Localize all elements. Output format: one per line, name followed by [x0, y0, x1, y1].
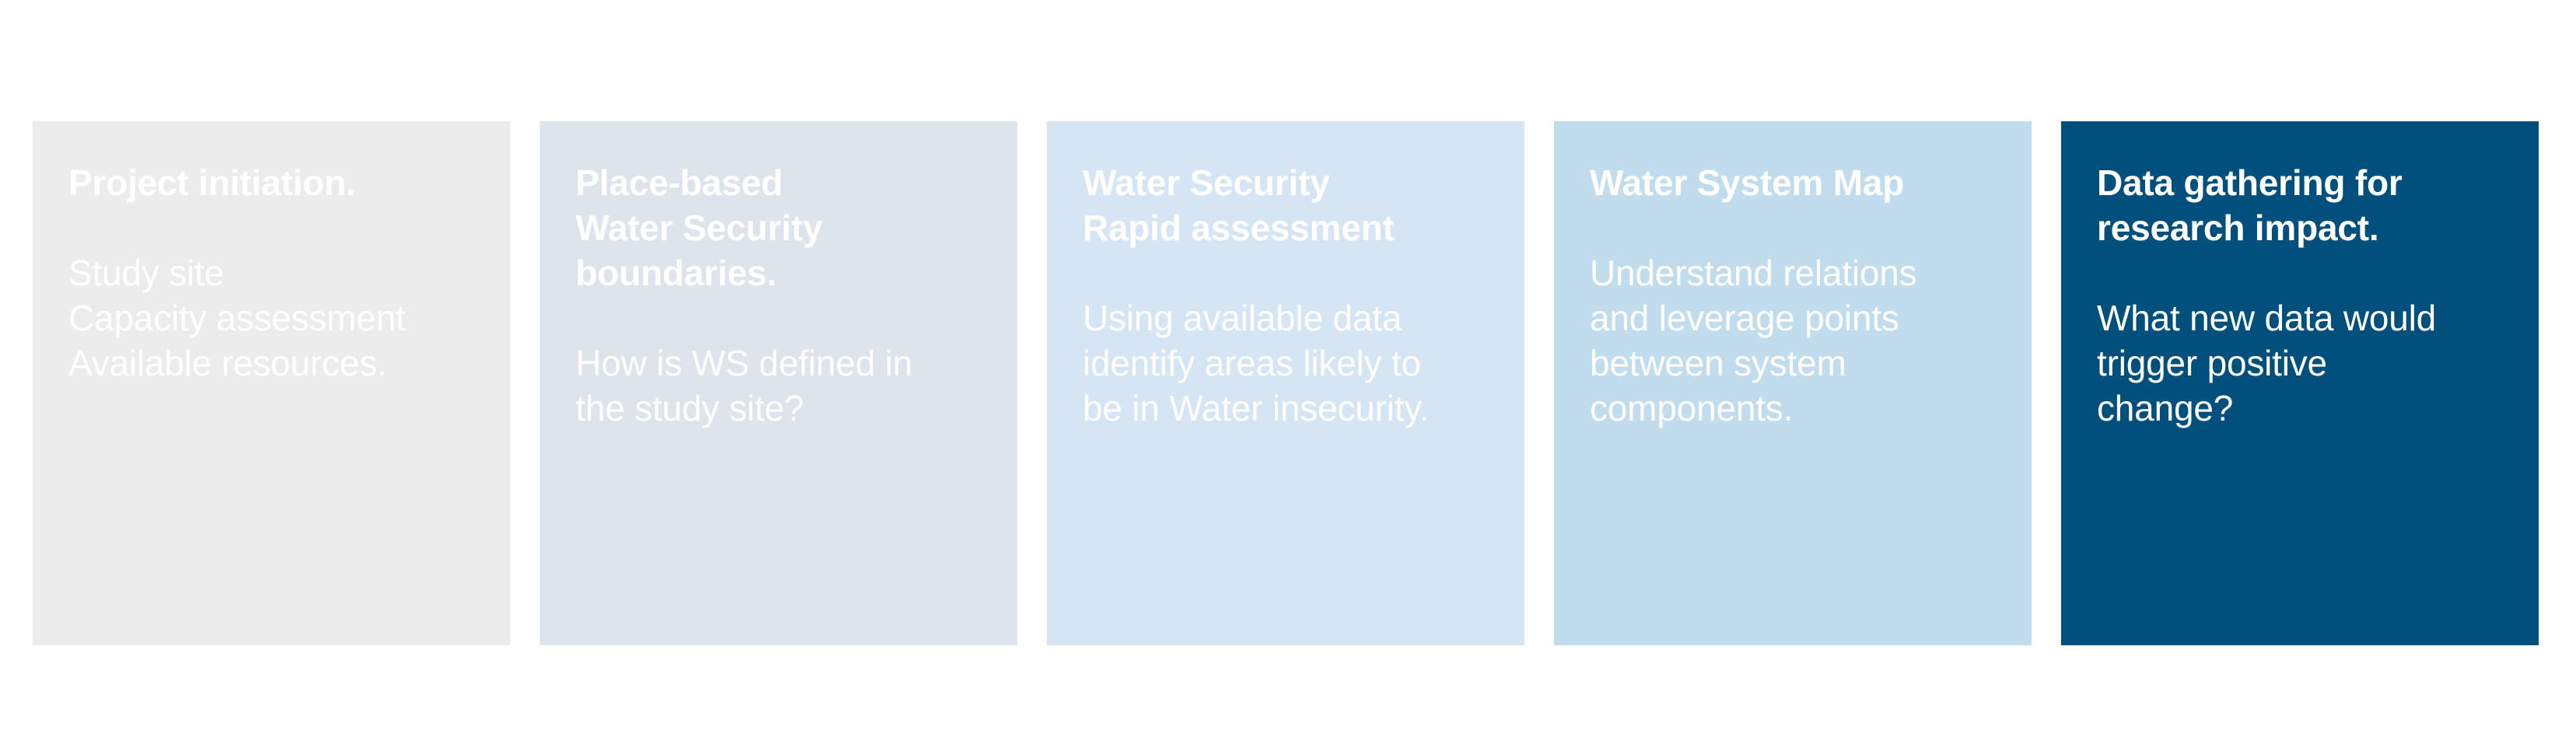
step-card-project-initiation: Project initiation. Study site Capacity …: [33, 121, 510, 645]
step-title: Water System Map: [1590, 162, 1905, 203]
step-card-water-security-boundaries: Place-based Water Security boundaries. H…: [540, 121, 1017, 645]
step-description: How is WS defined in the study site?: [576, 343, 913, 428]
step-title: Project initiation.: [68, 162, 356, 203]
step-description: What new data would trigger positive cha…: [2097, 298, 2437, 428]
step-card-data-gathering: Data gathering for research impact. What…: [2061, 121, 2539, 645]
step-title: Data gathering for research impact.: [2097, 162, 2403, 248]
step-description: Understand relations and leverage points…: [1590, 253, 1917, 428]
step-description: Using available data identify areas like…: [1083, 298, 1430, 428]
step-card-water-system-map: Water System Map Understand relations an…: [1554, 121, 2032, 645]
step-title: Water Security Rapid assessment: [1083, 162, 1395, 248]
step-description: Study site Capacity assessment Available…: [68, 253, 406, 383]
step-card-rapid-assessment: Water Security Rapid assessment Using av…: [1047, 121, 1524, 645]
step-title: Place-based Water Security boundaries.: [576, 162, 823, 293]
